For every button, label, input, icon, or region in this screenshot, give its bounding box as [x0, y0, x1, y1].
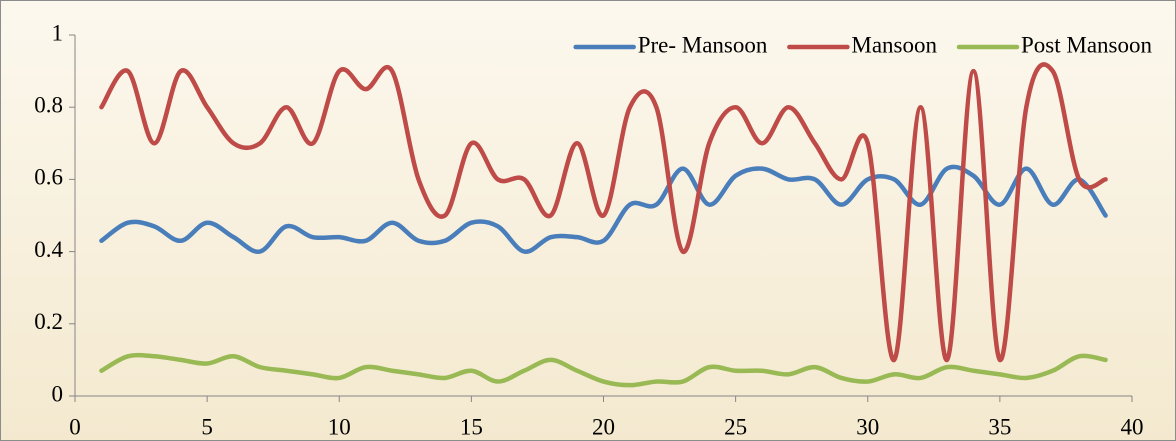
y-tick-label: 0	[52, 381, 64, 406]
legend-label: Mansoon	[851, 32, 937, 57]
y-tick-label: 0.8	[34, 92, 63, 117]
x-tick-label: 15	[460, 414, 483, 439]
x-tick-label: 35	[988, 414, 1011, 439]
x-tick-label: 20	[592, 414, 615, 439]
y-tick-label: 0.2	[34, 309, 63, 334]
x-tick-label: 40	[1121, 414, 1144, 439]
x-tick-label: 0	[69, 414, 81, 439]
x-tick-label: 25	[724, 414, 747, 439]
y-tick-label: 0.4	[34, 237, 63, 262]
x-tick-label: 30	[856, 414, 879, 439]
y-tick-label: 0.6	[34, 165, 63, 190]
x-tick-label: 10	[328, 414, 351, 439]
line-series	[99, 62, 1108, 363]
legend-label: Post Mansoon	[1021, 32, 1152, 57]
line-series	[99, 352, 1108, 388]
line-series	[99, 164, 1108, 254]
y-tick-label: 1	[52, 20, 64, 45]
legend-label: Pre- Mansoon	[638, 32, 768, 57]
x-tick-label: 5	[201, 414, 213, 439]
